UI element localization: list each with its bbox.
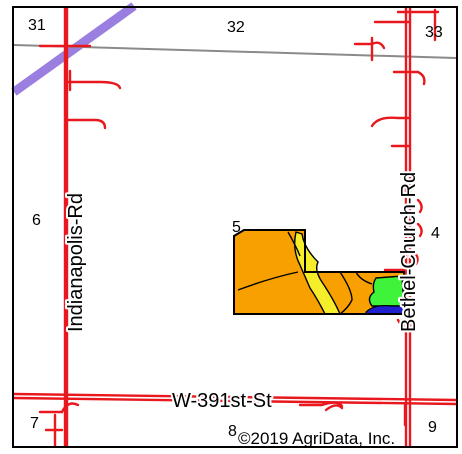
road-label-bethel-church: Bethel-Church-Rd	[398, 172, 420, 332]
field-parcel	[233, 229, 405, 315]
section-label-33: 33	[425, 24, 443, 41]
highway-line	[11, 2, 137, 96]
map-border	[12, 6, 458, 448]
road-label-indianapolis: Indianapolis-Rd	[65, 193, 87, 332]
section-label-6: 6	[32, 212, 41, 229]
section-label-9: 9	[428, 419, 437, 436]
copyright-notice: ©2019 AgriData, Inc.	[238, 429, 395, 448]
section-label-4: 4	[431, 225, 440, 242]
road-label-w-391st: W-391st-St	[172, 390, 272, 412]
section-label-5: 5	[232, 219, 241, 236]
road-w-391st	[12, 396, 458, 406]
section-label-7: 7	[30, 415, 39, 432]
soil-unit-green	[368, 275, 405, 307]
field-outline	[233, 229, 405, 315]
section-label-31: 31	[28, 17, 46, 34]
section-label-32: 32	[227, 19, 245, 36]
section-label-8: 8	[228, 423, 237, 440]
roads	[12, 6, 458, 448]
